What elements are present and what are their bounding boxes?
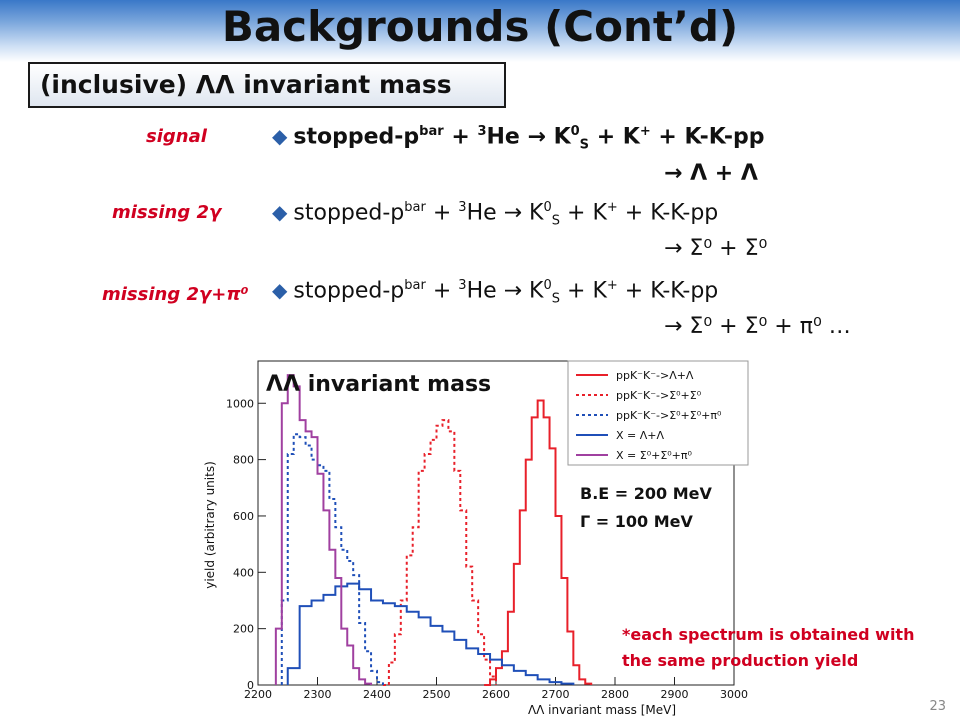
x-tick-label: 3000 [720, 688, 748, 701]
reaction-missing-2gamma-pi0-line1: ◆ stopped-pbar + 3He → K0S + K+ + K-K-pp [272, 278, 719, 307]
binding-energy-annotation: B.E = 200 MeV Γ = 100 MeV [580, 480, 712, 536]
legend-box [567, 360, 749, 466]
chart-xlabel: ΛΛ invariant mass [MeV] [528, 703, 676, 717]
legend-label-4: X = Λ+Λ [616, 429, 664, 442]
chart-title: ΛΛ invariant mass [266, 372, 491, 397]
be-value: B.E = 200 MeV [580, 484, 712, 503]
chart-legend: ppK⁻K⁻->Λ+Λ ppK⁻K⁻->Σ⁰+Σ⁰ ppK⁻K⁻->Σ⁰+Σ⁰+π⁰… [567, 360, 749, 466]
plot-area: 0 200 400 600 800 1000 2200 2300 2400 2500 2600 270… [226, 360, 748, 701]
y-tick-label: 400 [233, 566, 254, 579]
bullet-diamond-icon: ◆ [272, 200, 288, 225]
y-tick-label: 0 [247, 679, 254, 692]
x-tick-label: 2600 [482, 688, 510, 701]
y-tick-label: 1000 [226, 397, 254, 410]
series-line-4 [286, 582, 575, 685]
subtitle: (inclusive) ΛΛ invariant mass [40, 70, 452, 99]
y-tick-label: 200 [233, 623, 254, 636]
reaction-label-signal: signal [146, 126, 207, 147]
x-tick-label: 2500 [423, 688, 451, 701]
reaction-signal-line2: → Λ + Λ [664, 161, 758, 186]
x-tick-label: 2400 [363, 688, 391, 701]
slide-title: Backgrounds (Cont’d) [221, 2, 739, 51]
legend-label-1: ppK⁻K⁻->Λ+Λ [616, 369, 694, 382]
legend-label-3: ppK⁻K⁻->Σ⁰+Σ⁰+π⁰ [616, 409, 722, 422]
reaction-missing-2gamma-line2: → Σ⁰ + Σ⁰ [664, 236, 768, 261]
x-tick-label: 2700 [542, 688, 570, 701]
subtitle-box [28, 62, 506, 108]
series-line-1 [484, 399, 593, 686]
x-tick-label: 2300 [304, 688, 332, 701]
legend-label-2: ppK⁻K⁻->Σ⁰+Σ⁰ [616, 389, 702, 402]
x-tick-label: 2800 [601, 688, 629, 701]
reaction-label-missing-2gamma: missing 2γ [112, 202, 222, 223]
series-line-5 [274, 374, 373, 685]
x-tick-label: 2200 [244, 688, 272, 701]
invariant-mass-chart: 0 200 400 600 800 1000 2200 2300 2400 2500 2600 270… [196, 355, 756, 717]
chart-ylabel: yield (arbitrary units) [203, 461, 217, 589]
note-line1: *each spectrum is obtained with [622, 625, 915, 644]
y-tick-label: 600 [233, 510, 254, 523]
reaction-missing-2gamma-pi0-line2: → Σ⁰ + Σ⁰ + π⁰ … [664, 314, 851, 339]
x-tick-label: 2900 [661, 688, 689, 701]
page-number: 23 [929, 699, 946, 714]
gamma-value: Γ = 100 MeV [580, 512, 693, 531]
bullet-diamond-icon: ◆ [272, 278, 288, 303]
reaction-label-missing-2gamma-pi0: missing 2γ+π⁰ [102, 284, 249, 305]
production-note: *each spectrum is obtained with the same… [622, 622, 914, 674]
legend-label-5: X = Σ⁰+Σ⁰+π⁰ [616, 449, 693, 462]
series-line-2 [382, 419, 497, 686]
reaction-signal-line1: ◆ stopped-pbar + 3He → K0S + K+ + K-K-pp [272, 124, 765, 153]
series-line-3 [280, 433, 384, 685]
reaction-missing-2gamma-line1: ◆ stopped-pbar + 3He → K0S + K+ + K-K-pp [272, 200, 719, 229]
title-band [0, 0, 960, 62]
bullet-diamond-icon: ◆ [272, 124, 288, 149]
y-tick-label: 800 [233, 454, 254, 467]
note-line2: the same production yield [622, 651, 859, 670]
